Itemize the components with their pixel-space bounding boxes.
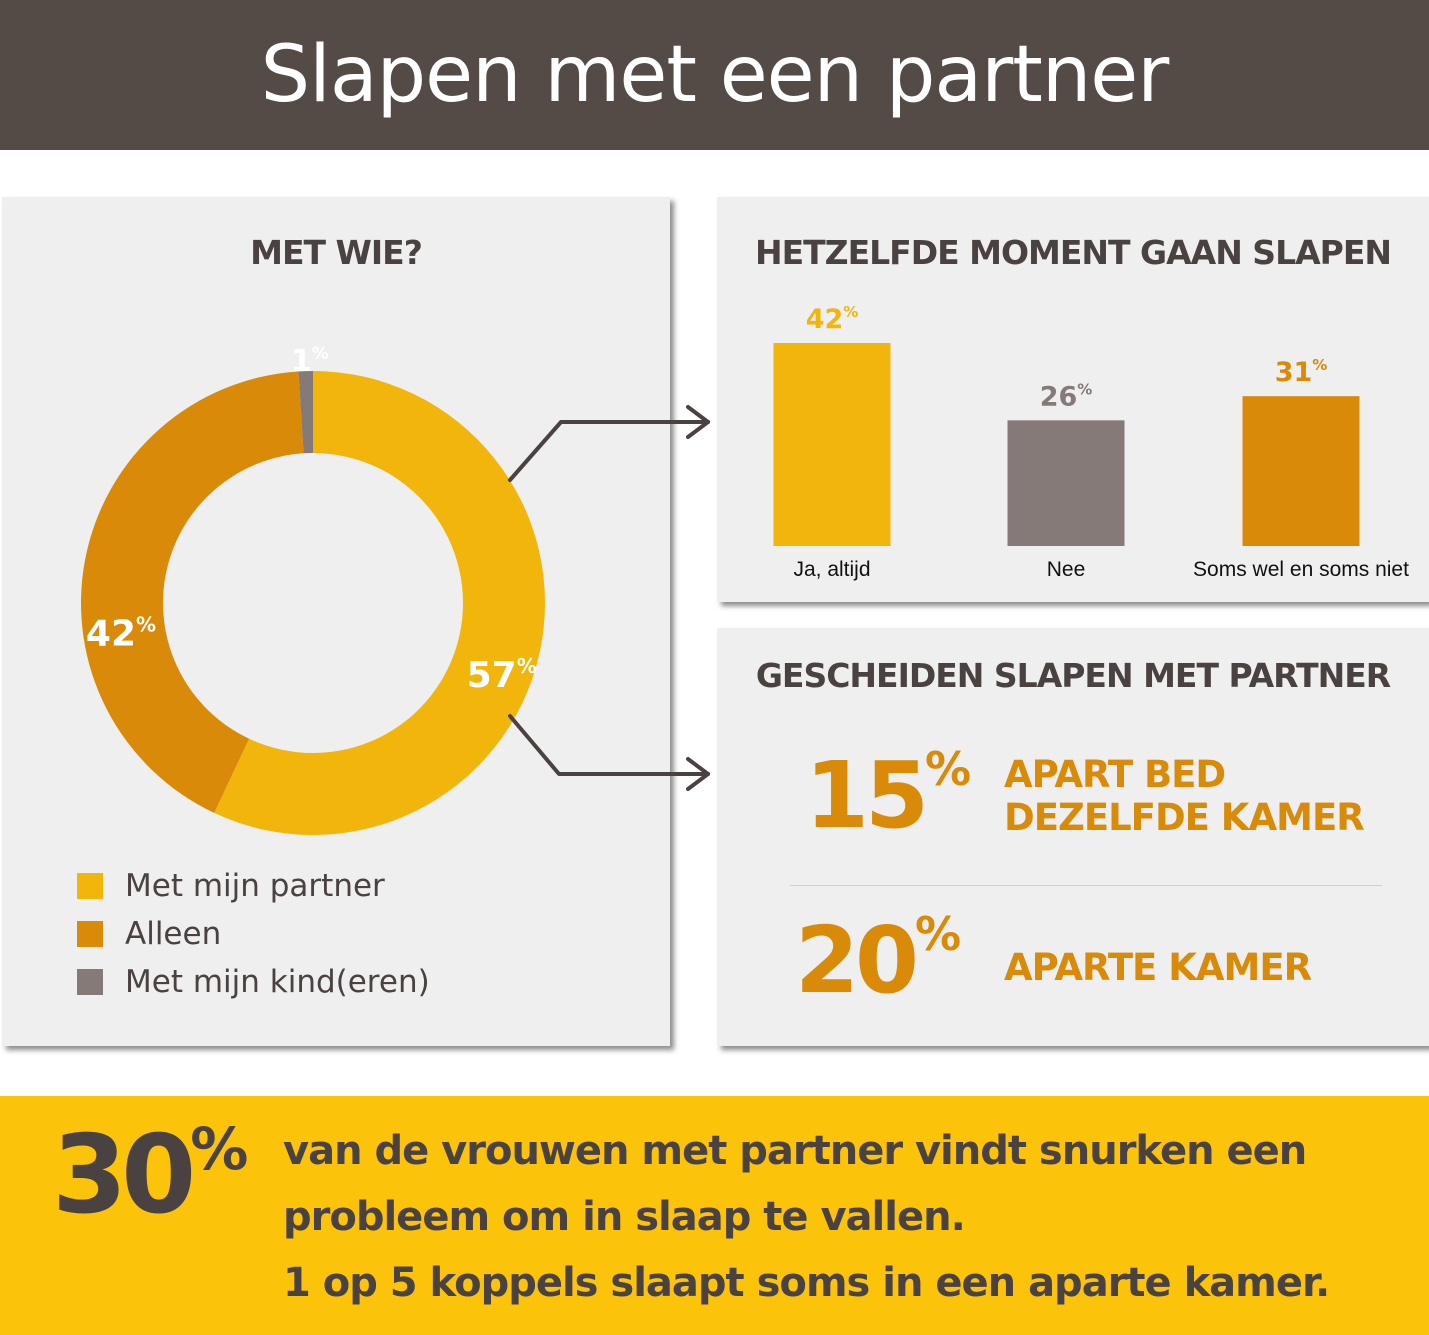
legend-item-alleen: Alleen bbox=[77, 910, 430, 958]
bottom-banner: 30% van de vrouwen met partner vindt snu… bbox=[0, 1096, 1429, 1335]
donut-label-alleen: 42% bbox=[86, 612, 156, 654]
banner-line-3: 1 op 5 koppels slaapt soms in een aparte… bbox=[283, 1260, 1330, 1306]
gescheiden-title: GESCHEIDEN SLAPEN MET PARTNER bbox=[755, 656, 1391, 695]
donut-label-kinderen: 1% bbox=[291, 344, 329, 379]
bar-value-soms: 31% bbox=[1275, 356, 1328, 388]
legend-item-kinderen: Met mijn kind(eren) bbox=[77, 958, 430, 1006]
stat-apart-bed-unit: % bbox=[925, 742, 972, 796]
bar-category-ja: Ja, altijd bbox=[793, 558, 870, 581]
gescheiden-slapen-panel: GESCHEIDEN SLAPEN MET PARTNER 15% APART … bbox=[717, 628, 1429, 1046]
donut-chart-title: MET WIE? bbox=[250, 233, 423, 272]
header-bar: Slapen met een partner bbox=[0, 0, 1429, 150]
legend-swatch-kinderen bbox=[77, 969, 103, 995]
stat-apart-bed-line2: DEZELFDE KAMER bbox=[1004, 796, 1365, 839]
legend-label-alleen: Alleen bbox=[125, 916, 222, 952]
stat-aparte-kamer-number: 20 bbox=[795, 907, 919, 1014]
bar-chart-title: HETZELFDE MOMENT GAAN SLAPEN bbox=[755, 233, 1392, 272]
stat-aparte-kamer-line1: APARTE KAMER bbox=[1004, 946, 1312, 989]
stat-apart-bed-number: 15 bbox=[805, 742, 929, 849]
bar-nee bbox=[1007, 420, 1125, 546]
stat-aparte-kamer-value: 20% bbox=[795, 911, 961, 1007]
legend-swatch-alleen bbox=[77, 921, 103, 947]
arrowhead-to-gescheiden bbox=[686, 757, 710, 791]
bar-category-soms: Soms wel en soms niet bbox=[1193, 558, 1409, 581]
stat-aparte-kamer-label: APARTE KAMER bbox=[1004, 946, 1312, 989]
bar-value-ja: 42% bbox=[806, 303, 859, 335]
banner-stat-unit: % bbox=[190, 1115, 249, 1183]
donut-legend: Met mijn partner Alleen Met mijn kind(er… bbox=[77, 862, 430, 1006]
stat-apart-bed-line1: APART BED bbox=[1004, 753, 1226, 796]
page-title: Slapen met een partner bbox=[260, 30, 1170, 120]
arrowhead-to-bar-chart bbox=[686, 405, 710, 439]
banner-text: van de vrouwen met partner vindt snurken… bbox=[283, 1118, 1403, 1316]
bar-category-nee: Nee bbox=[1047, 558, 1086, 581]
stat-apart-bed-value: 15% bbox=[805, 746, 971, 842]
legend-item-partner: Met mijn partner bbox=[77, 862, 430, 910]
donut-label-partner: 57% bbox=[467, 654, 537, 696]
bar-ja bbox=[773, 343, 891, 546]
banner-stat-value: 30% bbox=[52, 1120, 248, 1230]
banner-line-2: probleem om in slaap te vallen. bbox=[283, 1194, 966, 1240]
banner-stat-number: 30 bbox=[52, 1113, 196, 1238]
hetzelfde-moment-panel: HETZELFDE MOMENT GAAN SLAPEN 42% Ja, alti… bbox=[717, 197, 1429, 602]
legend-label-partner: Met mijn partner bbox=[125, 868, 385, 904]
stat-apart-bed-label: APART BED DEZELFDE KAMER bbox=[1004, 753, 1365, 839]
bar-value-nee: 26% bbox=[1040, 380, 1093, 412]
met-wie-panel: MET WIE? 57% 42% 1% Met mijn partner Allee… bbox=[2, 197, 670, 1046]
stat-divider bbox=[790, 885, 1382, 886]
stat-aparte-kamer-unit: % bbox=[915, 907, 962, 961]
banner-line-1: van de vrouwen met partner vindt snurken… bbox=[283, 1128, 1307, 1174]
donut-slice-partner bbox=[214, 371, 546, 836]
legend-label-kinderen: Met mijn kind(eren) bbox=[125, 964, 430, 1000]
donut-slice-kinderen bbox=[298, 371, 313, 454]
donut-chart: 57% 42% 1% bbox=[81, 344, 546, 836]
legend-swatch-partner bbox=[77, 873, 103, 899]
donut-slice-alleen bbox=[81, 371, 304, 813]
bar-chart: 42% Ja, altijd 26% Nee 31% Soms wel en soms n… bbox=[773, 303, 1409, 581]
bar-soms bbox=[1242, 396, 1360, 546]
